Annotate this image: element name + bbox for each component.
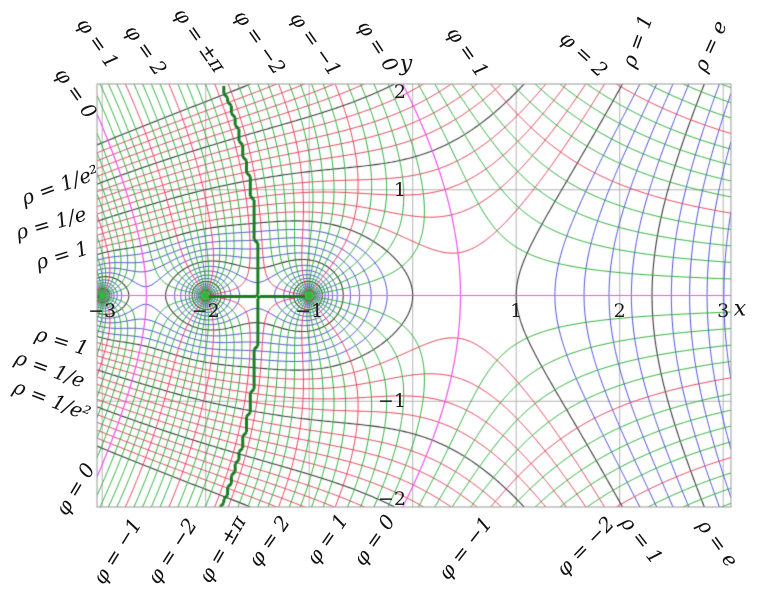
contour-plot-canvas xyxy=(0,0,760,598)
